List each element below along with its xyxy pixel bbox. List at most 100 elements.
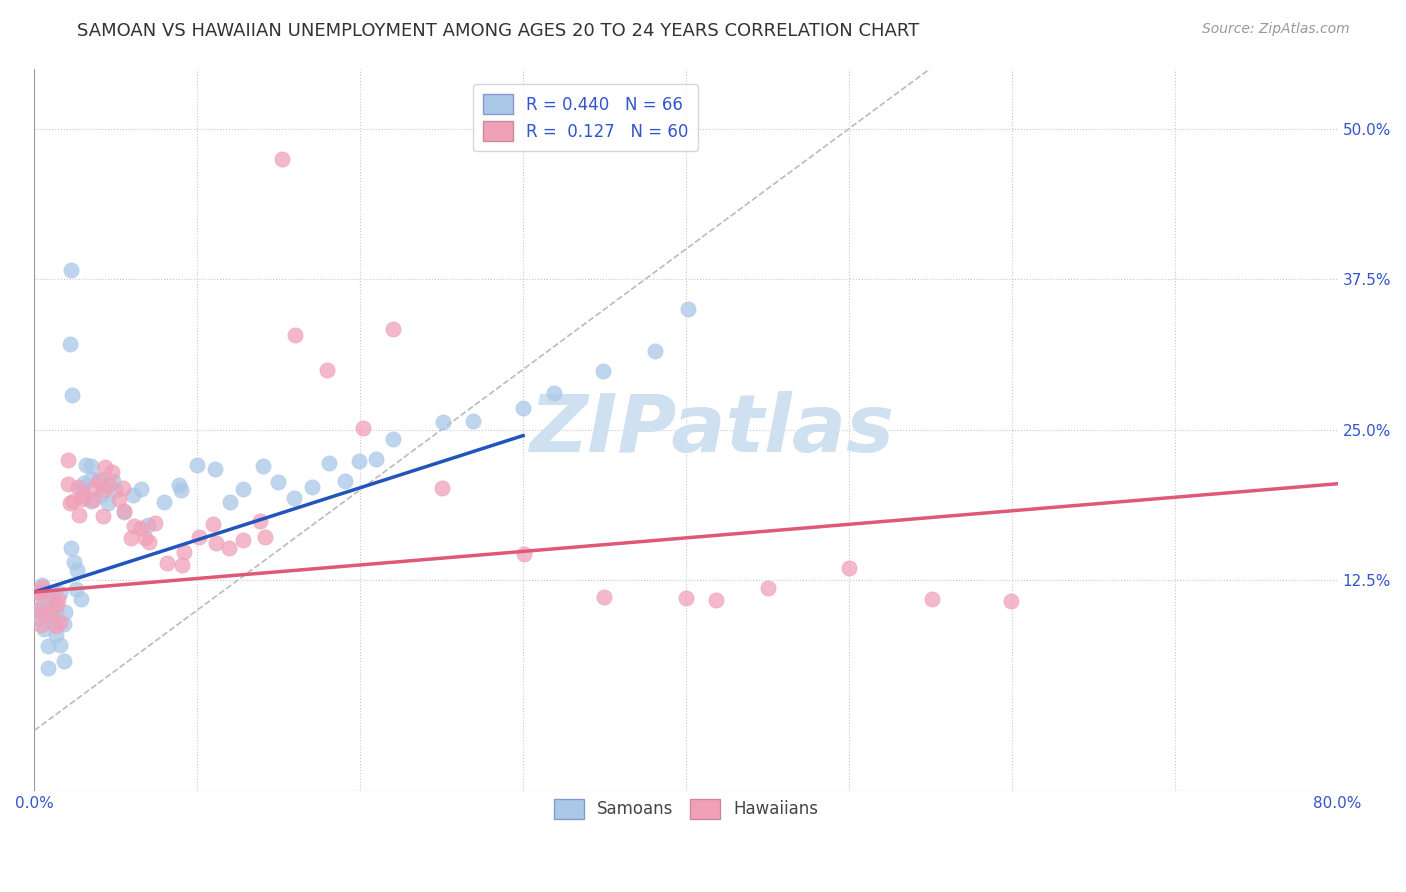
Point [83,479,105,493]
Point [25,603,48,617]
Point [301,480,323,494]
Point [104,483,127,498]
Point [65,582,87,596]
Point [52,654,75,668]
Point [283,491,305,505]
Point [63,555,86,569]
Point [284,327,307,342]
Point [72,492,94,507]
Point [129,482,152,496]
Point [45,628,67,642]
Point [59,337,82,351]
Point [315,363,337,377]
Point [38,609,60,624]
Point [94,459,117,474]
Point [75,458,97,472]
Point [25,603,48,617]
Point [1000,594,1022,608]
Point [42,616,65,631]
Point [80,458,103,473]
Point [186,458,208,473]
Point [512,547,534,561]
Point [592,364,614,378]
Point [382,322,405,336]
Point [232,482,254,496]
Point [32,593,55,607]
Point [347,453,370,467]
Point [91,508,114,523]
Point [41,600,63,615]
Point [170,483,193,497]
Point [48,638,70,652]
Point [249,514,271,528]
Point [41,591,63,605]
Point [122,488,145,502]
Point [90,488,112,502]
Point [49,585,72,599]
Point [56,453,79,467]
Point [136,517,159,532]
Point [335,474,357,488]
Point [122,519,145,533]
Point [204,462,226,476]
Point [45,603,67,617]
Point [66,564,89,578]
Text: Source: ZipAtlas.com: Source: ZipAtlas.com [1202,22,1350,37]
Point [39,607,62,621]
Point [921,592,943,607]
Point [112,505,135,519]
Point [543,386,565,401]
Point [253,530,276,544]
Point [46,592,69,607]
Point [31,581,53,595]
Point [89,472,111,486]
Point [156,556,179,570]
Point [101,465,124,479]
Point [66,480,89,494]
Point [56,477,79,491]
Point [271,152,294,166]
Point [37,661,59,675]
Point [67,508,90,522]
Point [167,477,190,491]
Point [675,591,697,605]
Point [172,558,194,572]
Point [153,495,176,509]
Point [205,536,228,550]
Point [364,451,387,466]
Point [27,611,49,625]
Point [252,458,274,473]
Point [112,481,135,495]
Point [59,495,82,509]
Point [62,493,84,508]
Point [53,605,76,619]
Point [32,607,55,622]
Point [60,541,83,555]
Point [38,592,60,607]
Point [756,582,779,596]
Point [28,586,51,600]
Point [187,529,209,543]
Point [82,493,104,508]
Point [42,586,65,600]
Point [73,489,96,503]
Point [28,585,51,599]
Point [31,578,53,592]
Point [120,531,142,545]
Point [219,495,242,509]
Point [218,541,240,556]
Point [432,415,454,429]
Point [97,478,120,492]
Point [202,517,225,532]
Point [838,560,860,574]
Point [138,534,160,549]
Point [60,388,83,402]
Point [45,598,67,612]
Point [318,456,340,470]
Point [49,615,72,629]
Point [134,531,156,545]
Point [382,433,405,447]
Point [45,619,67,633]
Point [463,414,485,428]
Point [69,592,91,607]
